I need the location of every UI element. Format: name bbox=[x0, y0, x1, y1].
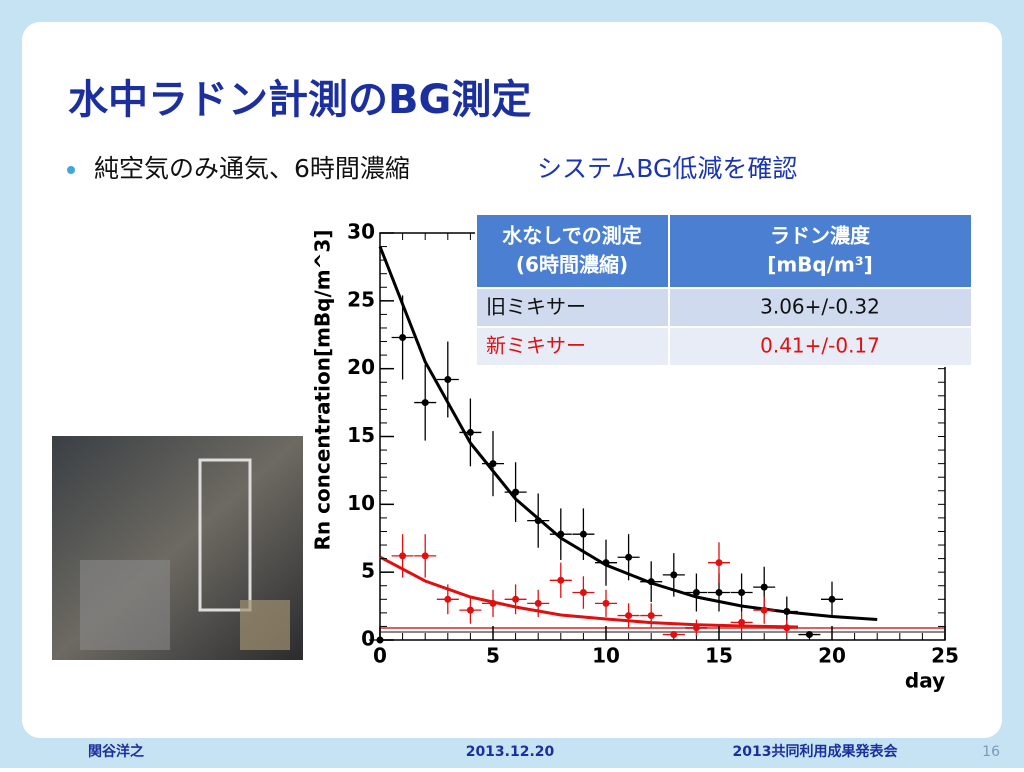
data-point bbox=[692, 589, 700, 597]
y-tick-label: 0 bbox=[361, 627, 375, 651]
data-point bbox=[602, 559, 610, 567]
data-point bbox=[376, 636, 384, 644]
data-point bbox=[421, 552, 429, 560]
data-point bbox=[534, 517, 542, 525]
data-point bbox=[805, 631, 813, 639]
table-header-cell bbox=[475, 213, 670, 289]
table-cell-text: 旧ミキサー bbox=[486, 295, 586, 319]
bullet-text: 純空気のみ通気、6時間濃縮 bbox=[94, 154, 410, 183]
table-cell bbox=[475, 287, 670, 328]
table-header: ラドン濃度 bbox=[770, 224, 871, 248]
data-point bbox=[828, 595, 836, 603]
data-point bbox=[783, 624, 791, 632]
data-point bbox=[602, 599, 610, 607]
data-point bbox=[783, 608, 791, 616]
data-point bbox=[647, 578, 655, 586]
page-number: 16 bbox=[982, 744, 1000, 760]
x-tick-label: 10 bbox=[592, 644, 620, 668]
data-point bbox=[670, 571, 678, 579]
data-point bbox=[399, 333, 407, 341]
data-point bbox=[534, 599, 542, 607]
y-tick-label: 25 bbox=[347, 287, 375, 311]
data-point bbox=[647, 612, 655, 620]
photo bbox=[52, 436, 303, 660]
y-tick-label: 20 bbox=[347, 355, 375, 379]
data-point bbox=[512, 595, 520, 603]
data-point bbox=[466, 606, 474, 614]
data-point bbox=[489, 460, 497, 468]
table-header: 水なしでの測定 bbox=[502, 224, 641, 248]
table-cell bbox=[668, 326, 973, 367]
data-point bbox=[579, 589, 587, 597]
data-point bbox=[444, 376, 452, 384]
data-point bbox=[399, 552, 407, 560]
table-cell-text: 3.06+/-0.32 bbox=[760, 295, 880, 319]
table-header: [mBq/m³] bbox=[767, 253, 873, 277]
table-header-cell bbox=[668, 213, 973, 289]
data-point bbox=[512, 488, 520, 496]
table-cell bbox=[475, 326, 670, 367]
data-point bbox=[579, 530, 587, 538]
result-table: 水なしでの測定 (6時間濃縮) ラドン濃度 [mBq/m³] 旧ミキサー 3.0… bbox=[475, 213, 973, 367]
data-point bbox=[715, 589, 723, 597]
y-tick-label: 30 bbox=[347, 220, 375, 244]
bullet-highlight: システムBG低減を確認 bbox=[537, 154, 797, 183]
data-point bbox=[557, 576, 565, 584]
data-point bbox=[421, 399, 429, 407]
data-point bbox=[625, 553, 633, 561]
y-tick-label: 10 bbox=[347, 491, 375, 515]
table-cell-text: 新ミキサー bbox=[486, 334, 586, 358]
data-point bbox=[738, 589, 746, 597]
bullet-dot bbox=[67, 166, 75, 174]
x-tick-label: 25 bbox=[931, 644, 959, 668]
data-point bbox=[670, 631, 678, 639]
footer-event: 2013共同利用成果発表会 bbox=[733, 743, 899, 760]
data-point bbox=[557, 530, 565, 538]
data-point bbox=[760, 583, 768, 591]
table-cell-text: 0.41+/-0.17 bbox=[760, 334, 880, 358]
data-point bbox=[692, 624, 700, 632]
data-point bbox=[715, 559, 723, 567]
table-header: (6時間濃縮) bbox=[516, 253, 628, 277]
slide-title: 水中ラドン計測のBG測定 bbox=[68, 77, 531, 123]
x-tick-label: 0 bbox=[373, 644, 387, 668]
data-point bbox=[444, 595, 452, 603]
x-tick-label: 20 bbox=[818, 644, 846, 668]
data-point bbox=[489, 599, 497, 607]
x-tick-label: 5 bbox=[486, 644, 500, 668]
data-point bbox=[760, 606, 768, 614]
data-point bbox=[738, 618, 746, 626]
x-axis-label: day bbox=[905, 669, 945, 693]
data-point bbox=[466, 428, 474, 436]
table-cell bbox=[668, 287, 973, 328]
data-point bbox=[625, 612, 633, 620]
y-axis-label: Rn concentration[mBq/m^3] bbox=[311, 230, 335, 551]
footer-author: 関谷洋之 bbox=[88, 743, 144, 760]
footer-date: 2013.12.20 bbox=[466, 744, 555, 760]
y-tick-label: 5 bbox=[361, 559, 375, 583]
x-tick-label: 15 bbox=[705, 644, 733, 668]
y-tick-label: 15 bbox=[347, 423, 375, 447]
